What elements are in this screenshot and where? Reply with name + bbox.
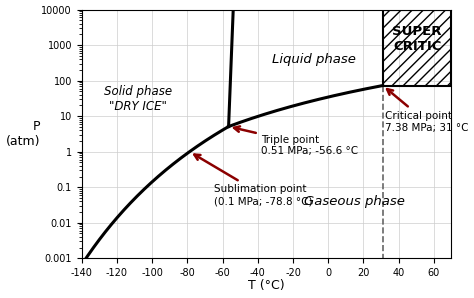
Text: Triple point
0.51 MPa; -56.6 °C: Triple point 0.51 MPa; -56.6 °C	[234, 126, 358, 156]
Text: Solid phase
"DRY ICE": Solid phase "DRY ICE"	[104, 85, 172, 113]
Text: Sublimation point
(0.1 MPa; -78.8 °C): Sublimation point (0.1 MPa; -78.8 °C)	[194, 155, 312, 206]
Text: Critical point
7.38 MPa; 31 °C: Critical point 7.38 MPa; 31 °C	[384, 89, 468, 133]
Text: SUPER
CRITIC: SUPER CRITIC	[392, 25, 442, 53]
Y-axis label: P
(atm): P (atm)	[6, 120, 40, 148]
X-axis label: T (°C): T (°C)	[248, 280, 285, 292]
Bar	[383, 10, 451, 86]
Text: Liquid phase: Liquid phase	[272, 53, 356, 66]
Text: Gaseous phase: Gaseous phase	[304, 195, 405, 208]
